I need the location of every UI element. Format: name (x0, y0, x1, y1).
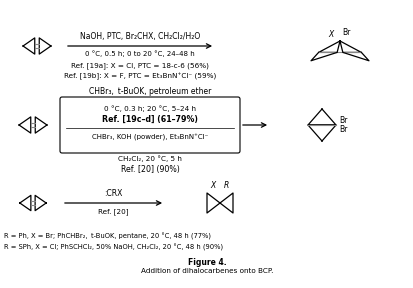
Text: Ref. [20] (90%): Ref. [20] (90%) (120, 165, 179, 174)
Text: :CRX: :CRX (104, 189, 122, 198)
Text: Ref. [19a]: X = Cl, PTC = 18-c-6 (56%): Ref. [19a]: X = Cl, PTC = 18-c-6 (56%) (71, 62, 209, 69)
Text: NaOH, PTC, Br₂CHX, CH₂Cl₂/H₂O: NaOH, PTC, Br₂CHX, CH₂Cl₂/H₂O (80, 32, 199, 41)
Text: R = Ph, X = Br; PhCHBr₂,  t-BuOK, pentane, 20 °C, 48 h (77%): R = Ph, X = Br; PhCHBr₂, t-BuOK, pentane… (4, 233, 211, 240)
Text: CHBr₃,  t-BuOK, petroleum ether: CHBr₃, t-BuOK, petroleum ether (89, 87, 211, 96)
Text: R = SPh, X = Cl; PhSCHCl₂, 50% NaOH, CH₂Cl₂, 20 °C, 48 h (90%): R = SPh, X = Cl; PhSCHCl₂, 50% NaOH, CH₂… (4, 244, 223, 251)
Text: Addition of dihalocarbenes onto BCP.: Addition of dihalocarbenes onto BCP. (140, 268, 273, 274)
FancyBboxPatch shape (60, 97, 240, 153)
Text: CH₂Cl₂, 20 °C, 5 h: CH₂Cl₂, 20 °C, 5 h (118, 155, 181, 162)
Text: X: X (328, 30, 333, 39)
Text: R: R (223, 181, 229, 190)
Text: Br: Br (338, 116, 347, 125)
Text: Br: Br (338, 125, 347, 134)
Text: 0 °C, 0.3 h; 20 °C, 5–24 h: 0 °C, 0.3 h; 20 °C, 5–24 h (104, 106, 195, 112)
Text: Br: Br (341, 28, 349, 37)
Text: Figure 4.: Figure 4. (187, 258, 226, 267)
Text: CHBr₃, KOH (powder), Et₃BnN⁺Cl⁻: CHBr₃, KOH (powder), Et₃BnN⁺Cl⁻ (92, 133, 208, 141)
Text: Ref. [20]: Ref. [20] (98, 208, 128, 215)
Text: 0 °C, 0.5 h; 0 to 20 °C, 24–48 h: 0 °C, 0.5 h; 0 to 20 °C, 24–48 h (85, 50, 195, 57)
Text: Ref. [19b]: X = F, PTC = Et₃BnN⁺Cl⁻ (59%): Ref. [19b]: X = F, PTC = Et₃BnN⁺Cl⁻ (59%… (64, 73, 216, 80)
Text: Ref. [19c–d] (61–79%): Ref. [19c–d] (61–79%) (102, 115, 197, 124)
Text: X: X (210, 181, 216, 190)
